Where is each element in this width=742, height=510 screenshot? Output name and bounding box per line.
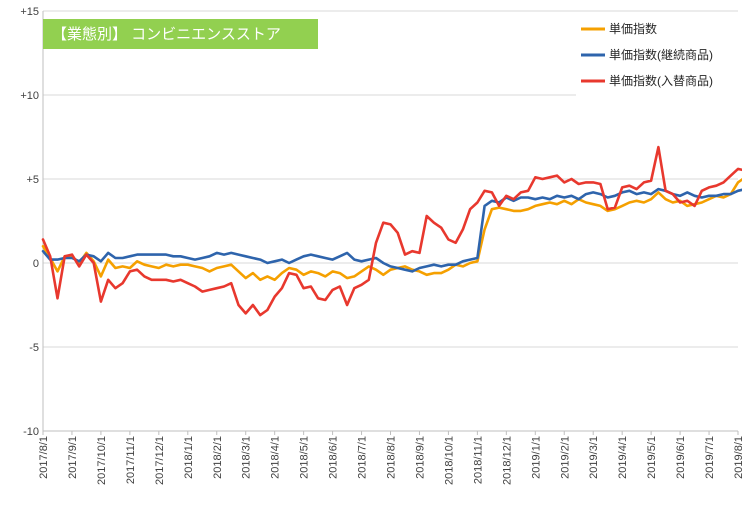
y-tick-label: -10 — [23, 426, 39, 438]
x-tick-label: 2019/1/1 — [530, 436, 542, 479]
y-tick-label: +10 — [20, 90, 39, 102]
series-line-1 — [41, 177, 742, 282]
x-tick-label: 2018/2/1 — [212, 436, 224, 479]
x-tick-label: 2018/1/1 — [183, 436, 195, 479]
x-tick-label: 2019/6/1 — [675, 436, 687, 479]
title-text: 【業態別】 コンビニエンスストア — [52, 26, 281, 43]
x-tick-label: 2019/4/1 — [617, 436, 629, 479]
y-tick-label: -5 — [29, 342, 39, 354]
x-tick-label: 2018/9/1 — [414, 436, 426, 479]
legend-label-3: 単価指数(入替商品) — [609, 73, 713, 88]
x-tick-label: 2018/12/1 — [501, 436, 513, 485]
x-tick-label: 2018/7/1 — [357, 436, 369, 479]
x-tick-label: 2019/2/1 — [559, 436, 571, 479]
legend-label-2: 単価指数(継続商品) — [609, 47, 713, 62]
series-line-2 — [41, 187, 742, 273]
plot-area — [41, 145, 742, 317]
x-tick-label: 2018/8/1 — [386, 436, 398, 479]
x-tick-label: 2017/9/1 — [67, 436, 79, 479]
y-axis: +15 +10 +5 0 -5 -10 — [20, 6, 39, 438]
series-line-3 — [41, 145, 742, 317]
chart-title: 【業態別】 コンビニエンスストア — [43, 19, 318, 49]
x-tick-label: 2017/11/1 — [125, 436, 137, 484]
x-tick-label: 2019/5/1 — [646, 436, 658, 479]
x-tick-label: 2017/12/1 — [154, 436, 166, 485]
x-tick-label: 2018/3/1 — [241, 436, 253, 479]
x-tick-label: 2019/3/1 — [588, 436, 600, 479]
legend-label-1: 単価指数 — [609, 21, 657, 36]
x-tick-label: 2017/10/1 — [96, 436, 108, 485]
y-tick-label: 0 — [33, 258, 39, 270]
y-tick-label: +5 — [26, 174, 39, 186]
x-tick-label: 2018/5/1 — [299, 436, 311, 479]
title-background — [43, 19, 318, 49]
x-tick-label: 2018/11/1 — [472, 436, 484, 484]
y-tick-label: +15 — [20, 6, 39, 18]
x-tick-label: 2019/8/1 — [733, 436, 742, 479]
x-tick-label: 2017/8/1 — [38, 436, 50, 479]
x-axis: 2017/8/1 2017/9/1 2017/10/1 2017/11/1 2017/1… — [38, 431, 742, 485]
x-tick-label: 2018/10/1 — [443, 436, 455, 485]
x-tick-label: 2019/7/1 — [704, 436, 716, 479]
x-tick-label: 2018/4/1 — [270, 436, 282, 479]
x-tick-label: 2018/6/1 — [328, 436, 340, 479]
